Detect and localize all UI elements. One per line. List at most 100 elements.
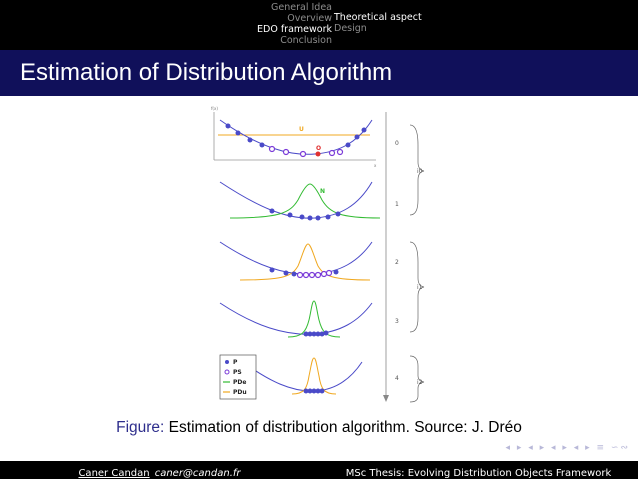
iteration-label-i1: i1: [417, 284, 423, 291]
normal-label: N: [320, 188, 325, 195]
panel-4: [239, 357, 363, 395]
population-point: [303, 388, 309, 394]
footer-email: caner@candan.fr: [154, 468, 241, 479]
panel-3: [219, 300, 373, 338]
population-point: [303, 331, 309, 337]
normal-distribution-curve: [287, 300, 341, 338]
nav-section-general-idea[interactable]: General Idea: [271, 2, 332, 13]
footer-author[interactable]: Caner Candan: [78, 468, 150, 479]
legend-label-ps: PS: [233, 369, 242, 376]
population-point: [325, 214, 331, 220]
section-nav-left: General Idea Overview EDO framework Conc…: [257, 2, 332, 46]
frame-title-bar: Estimation of Distribution Algorithm: [0, 50, 638, 96]
population-point: [361, 127, 367, 133]
objective-function-curve: [219, 119, 373, 155]
optimum-label: O: [316, 145, 321, 152]
footer-title: MSc Thesis: Evolving Distribution Object…: [345, 468, 612, 479]
y-axis-label: f(x): [211, 106, 218, 111]
population-point: [283, 270, 289, 276]
step-label-2: 2: [395, 259, 399, 266]
selected-point: [320, 270, 328, 278]
population-point: [311, 388, 317, 394]
population-point: [287, 212, 293, 218]
population-point: [315, 388, 321, 394]
normal-distribution-curve: [229, 183, 381, 219]
objective-function-curve: [219, 302, 373, 335]
population-point: [235, 130, 241, 136]
timeline-arrowhead: [383, 395, 389, 402]
step-label-0: 0: [395, 140, 399, 147]
selected-point: [336, 148, 344, 156]
step-label-1: 1: [395, 201, 399, 208]
eda-figure: f(x) x U O N: [211, 106, 425, 403]
subsection-nav-right: Theoretical aspect Design: [334, 12, 422, 34]
selected-point: [314, 271, 322, 279]
optimum-point: [315, 151, 321, 157]
frame-title: Estimation of Distribution Algorithm: [20, 59, 393, 86]
population-point: [319, 331, 325, 337]
caption-label: Figure:: [116, 419, 165, 436]
nav-subsection-design[interactable]: Design: [334, 23, 367, 34]
brace-i1: [409, 241, 425, 333]
figure-caption: Figure: Estimation of distribution algor…: [0, 419, 638, 437]
nav-subsection-theoretical-aspect[interactable]: Theoretical aspect: [334, 12, 422, 23]
population-point: [247, 137, 253, 143]
footer-bar: Caner Candan caner@candan.fr MSc Thesis:…: [0, 461, 638, 479]
nav-section-conclusion[interactable]: Conclusion: [280, 35, 332, 46]
iteration-label-i0: i0: [417, 168, 423, 175]
updated-distribution-curve: [291, 357, 337, 395]
population-point: [299, 214, 305, 220]
step-label-3: 3: [395, 318, 399, 325]
beamer-navigation-symbols[interactable]: ◂ ▸ ◂ ▸ ◂ ▸ ◂ ▸ ≡ ∽∾: [505, 443, 630, 453]
selected-point: [328, 149, 336, 157]
panel-2: [219, 241, 373, 281]
population-point: [291, 271, 297, 277]
selected-point: [302, 271, 310, 279]
population-points: [225, 123, 367, 158]
population-point: [225, 123, 231, 129]
population-point: [259, 142, 265, 148]
population-point: [269, 267, 275, 273]
brace-i0: [409, 124, 425, 216]
panel-0: f(x) x U O: [211, 106, 377, 168]
population-point: [307, 331, 313, 337]
population-point: [315, 331, 321, 337]
population-point: [333, 269, 339, 275]
footer-author-block: Caner Candan caner@candan.fr: [0, 461, 319, 479]
nav-section-edo-framework[interactable]: EDO framework: [257, 24, 332, 35]
legend: P PS PDe PDu: [219, 354, 257, 400]
selected-point: [268, 145, 276, 153]
brace-i2: [409, 355, 425, 403]
population-point: [307, 215, 313, 221]
objective-function-curve: [239, 359, 363, 392]
legend-label-pde: PDe: [233, 379, 246, 386]
iteration-braces: i0 i1 i2: [409, 124, 425, 403]
header-bar: General Idea Overview EDO framework Conc…: [0, 0, 638, 50]
selected-point: [308, 271, 316, 279]
legend-label-p: P: [233, 359, 238, 366]
population-point: [307, 388, 313, 394]
legend-selected-marker: [224, 369, 230, 375]
population-point: [315, 215, 321, 221]
selected-point: [299, 150, 307, 158]
population-point: [323, 330, 329, 336]
panel-1: N: [219, 181, 381, 221]
objective-function-curve: [219, 181, 373, 219]
nav-section-overview[interactable]: Overview: [287, 13, 332, 24]
caption-text: Estimation of distribution algorithm. So…: [168, 419, 522, 436]
legend-population-marker: [225, 360, 229, 364]
selected-point: [296, 271, 304, 279]
uniform-label: U: [299, 126, 304, 133]
x-axis-label: x: [374, 163, 377, 168]
legend-label-pdu: PDu: [233, 389, 247, 396]
selected-point: [282, 148, 290, 156]
population-point: [269, 208, 275, 214]
population-point: [345, 142, 351, 148]
timeline: 0 1 2 3 4: [383, 112, 399, 402]
population-point: [335, 211, 341, 217]
population-point: [319, 388, 325, 394]
population-point: [354, 134, 360, 140]
selected-point: [325, 269, 333, 277]
footer-title-block: MSc Thesis: Evolving Distribution Object…: [319, 461, 638, 479]
step-label-4: 4: [395, 375, 399, 382]
